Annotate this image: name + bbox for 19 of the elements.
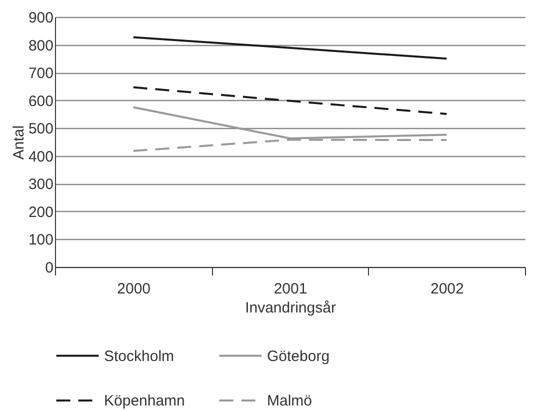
y-tick-label: 300 (28, 176, 54, 194)
y-tick-label: 400 (28, 148, 54, 166)
y-tick-label: 100 (28, 232, 54, 249)
legend-label: Göteborg (267, 348, 330, 365)
y-tick-label: 900 (28, 10, 54, 26)
y-tick-label: 500 (28, 120, 54, 138)
y-tick-label: 800 (28, 37, 54, 54)
legend-label: Malmö (267, 392, 312, 410)
y-tick-label: 200 (28, 204, 54, 221)
y-tick-label: 600 (28, 92, 54, 110)
legend-label: Stockholm (104, 348, 174, 365)
y-axis-title: Antal (10, 125, 28, 160)
x-tick-label: 2002 (430, 280, 464, 298)
x-tick-label: 2000 (117, 280, 151, 298)
x-axis-title: Invandringsår (245, 300, 336, 316)
y-tick-label: 0 (45, 260, 54, 276)
x-tick-label: 2001 (274, 280, 308, 298)
legend-label: Köpenhamn (104, 392, 185, 410)
y-tick-label: 700 (28, 65, 54, 82)
